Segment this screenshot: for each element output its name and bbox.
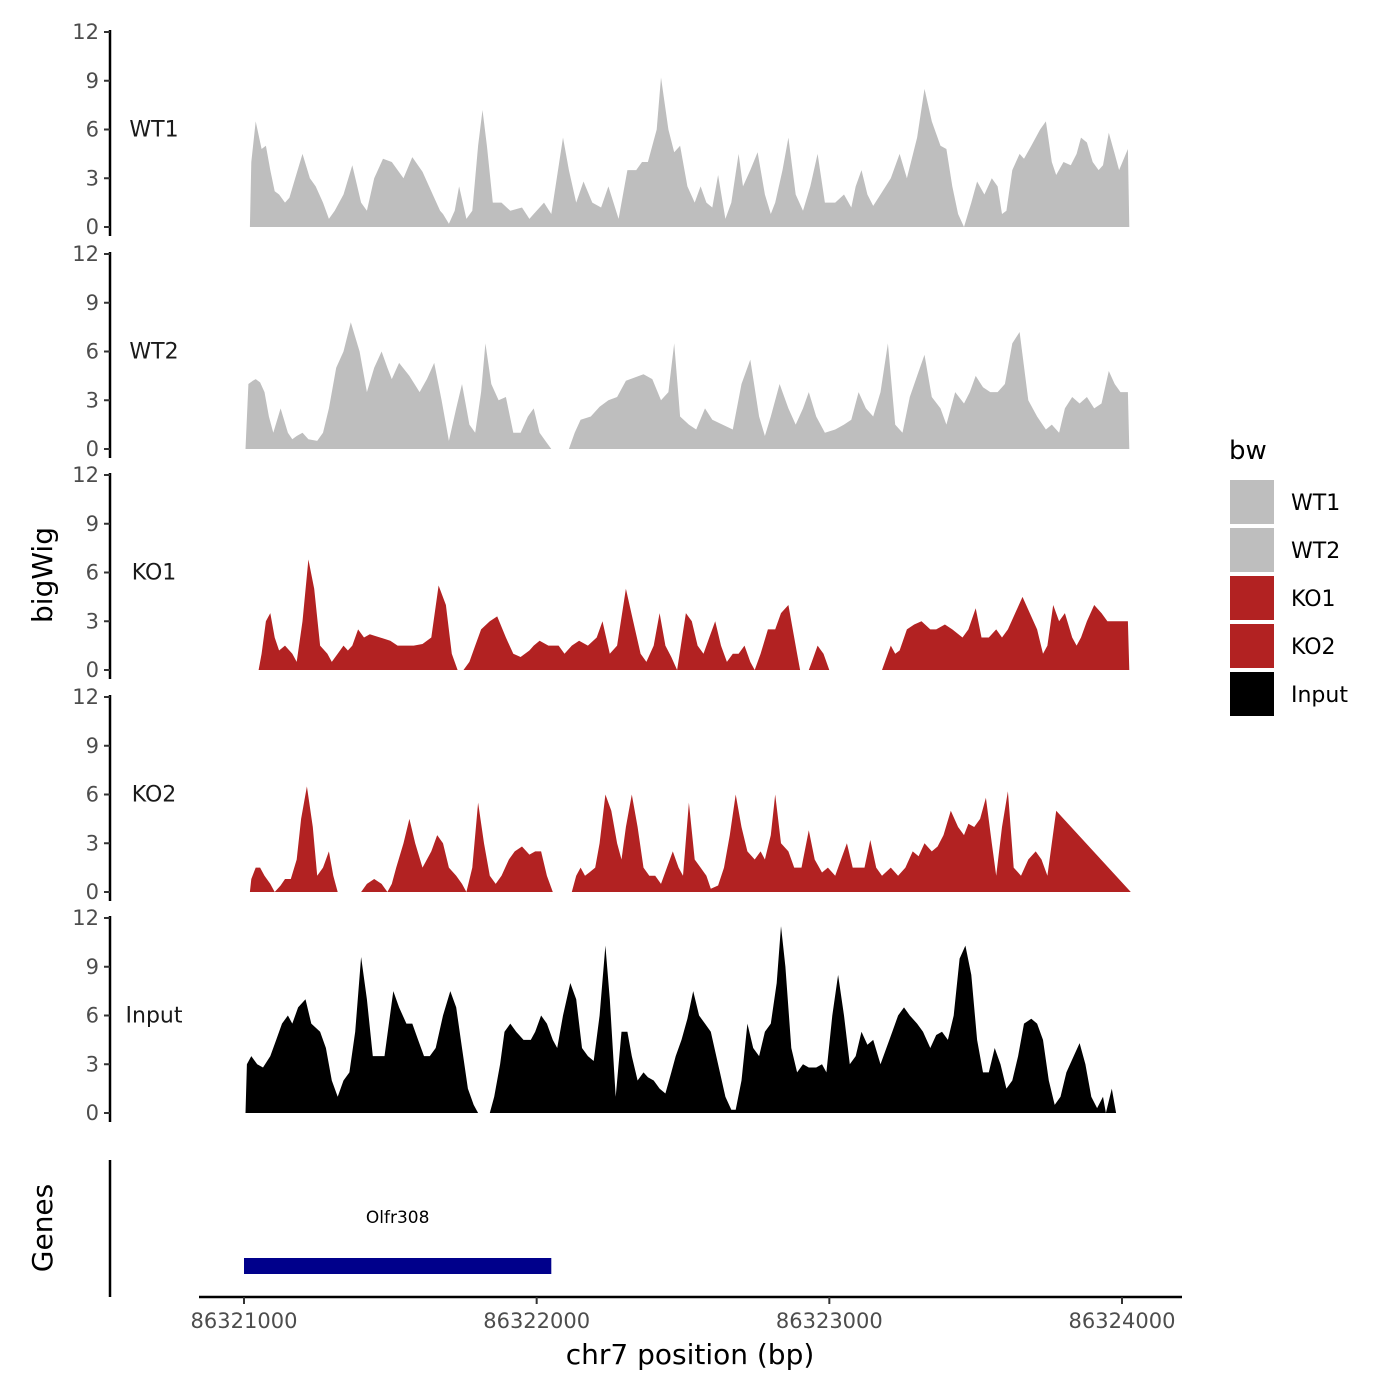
y-tick-label: 3 <box>86 388 99 412</box>
y-tick-label: 6 <box>86 561 99 585</box>
legend-key-wt1 <box>1230 480 1274 524</box>
area-ko2 <box>249 786 1131 892</box>
legend-label-wt2: WT2 <box>1291 539 1340 564</box>
x-tick-label: 86321000 <box>191 1309 298 1333</box>
y-tick-label: 9 <box>86 955 99 979</box>
area-wt2 <box>245 322 1130 449</box>
track-ko1: 0 3 6 9 12 KO1 <box>72 463 1130 682</box>
track-label-wt2: WT2 <box>129 340 178 365</box>
area-wt1 <box>249 77 1130 227</box>
track-wt1: 0 3 6 9 12 WT1 <box>72 20 1130 239</box>
area-ko1 <box>258 559 1130 670</box>
y-tick-label: 12 <box>72 906 99 930</box>
gene-label: Olfr308 <box>366 1208 430 1228</box>
y-tick-label: 0 <box>86 215 99 239</box>
x-axis: 86321000 86322000 86323000 86324000 <box>191 1295 1182 1333</box>
y-tick-label: 12 <box>72 463 99 487</box>
y-tick-label: 3 <box>86 609 99 633</box>
x-tick-label: 86324000 <box>1069 1309 1176 1333</box>
y-tick-label: 0 <box>86 880 99 904</box>
track-wt2: 0 3 6 9 12 WT2 <box>72 242 1130 461</box>
y-tick-label: 0 <box>86 1101 99 1125</box>
y-tick-label: 9 <box>86 512 99 536</box>
track-input: 0 3 6 9 12 Input <box>72 906 1117 1125</box>
y-tick-label: 3 <box>86 166 99 190</box>
legend-label-input: Input <box>1291 683 1348 708</box>
y-axis-title: bigWig <box>26 527 59 623</box>
x-tick-label: 86322000 <box>483 1309 590 1333</box>
y-tick-label: 0 <box>86 658 99 682</box>
track-label-input: Input <box>126 1004 183 1029</box>
legend-title: bw <box>1229 436 1267 466</box>
track-label-ko2: KO2 <box>132 783 177 808</box>
y-tick-label: 12 <box>72 242 99 266</box>
track-ko2: 0 3 6 9 12 KO2 <box>72 685 1131 904</box>
track-label-ko1: KO1 <box>132 561 177 586</box>
track-label-wt1: WT1 <box>129 118 178 143</box>
legend-key-wt2 <box>1230 528 1274 572</box>
legend-label-wt1: WT1 <box>1291 491 1340 516</box>
y-tick-label: 9 <box>86 69 99 93</box>
legend: bw WT1 WT2 KO1 KO2 Input <box>1229 436 1348 716</box>
y-tick-label: 9 <box>86 291 99 315</box>
y-tick-label: 6 <box>86 340 99 364</box>
y-tick-label: 12 <box>72 20 99 44</box>
legend-label-ko1: KO1 <box>1291 587 1336 612</box>
legend-key-ko1 <box>1230 576 1274 620</box>
legend-key-input <box>1230 672 1274 716</box>
coverage-tracks: 0 3 6 9 12 WT1 0 3 6 9 12 WT2 0 3 6 9 12 KO1 0 3 6 9 12 KO2 0 3 6 9… <box>72 20 1131 1125</box>
y-tick-label: 0 <box>86 437 99 461</box>
y-tick-label: 6 <box>86 118 99 142</box>
genes-track-title: Genes <box>26 1184 59 1272</box>
x-axis-title: chr7 position (bp) <box>566 1338 815 1371</box>
y-tick-label: 12 <box>72 685 99 709</box>
area-input <box>245 926 1117 1113</box>
y-tick-label: 9 <box>86 734 99 758</box>
y-tick-label: 6 <box>86 783 99 807</box>
y-tick-label: 3 <box>86 1052 99 1076</box>
gene-olfr308 <box>244 1258 552 1274</box>
legend-label-ko2: KO2 <box>1291 635 1336 660</box>
genes-track: Olfr308 <box>108 1160 552 1297</box>
legend-key-ko2 <box>1230 624 1274 668</box>
y-tick-label: 6 <box>86 1004 99 1028</box>
y-tick-label: 3 <box>86 831 99 855</box>
x-tick-label: 86323000 <box>776 1309 883 1333</box>
